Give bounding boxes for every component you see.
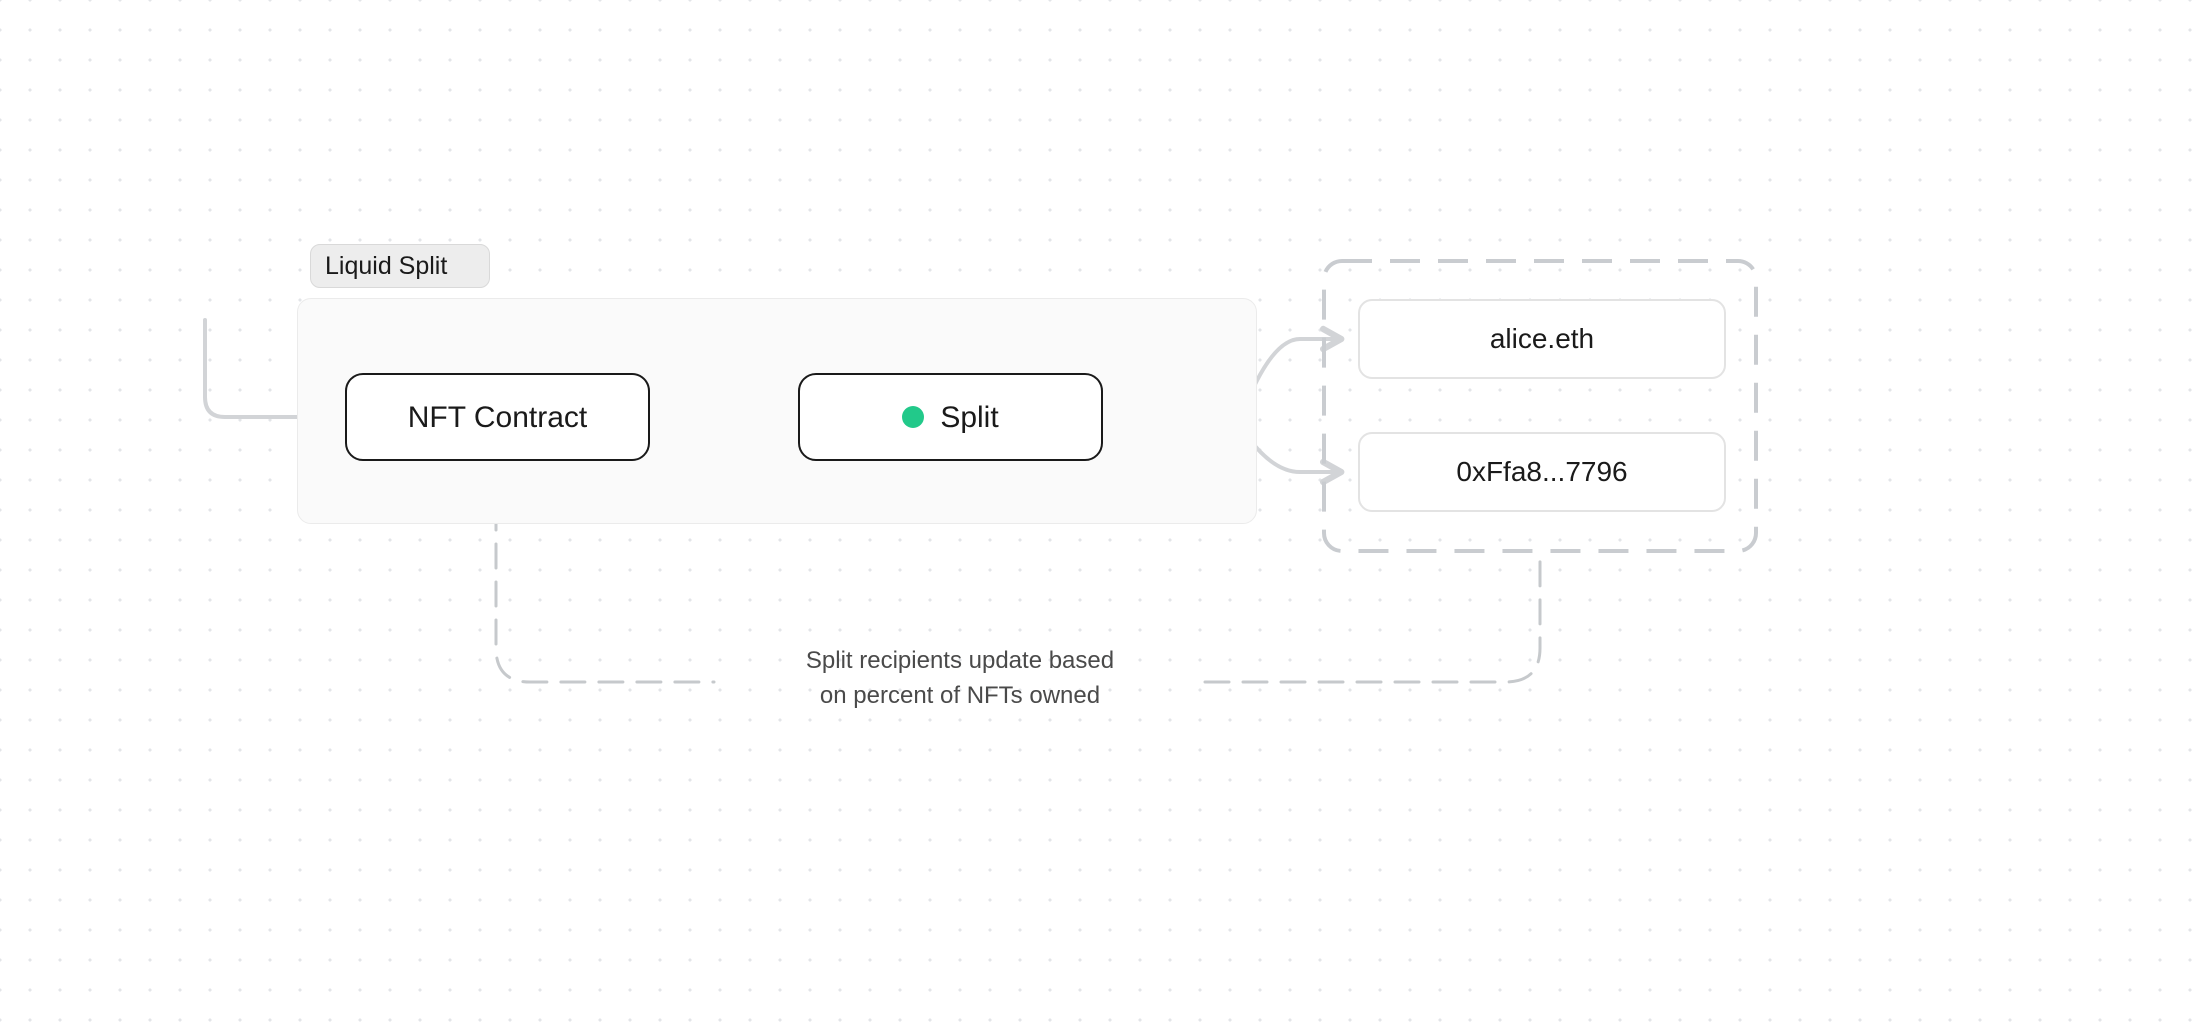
caption-line-1: Split recipients update based — [806, 647, 1114, 674]
split-node: Split — [798, 373, 1103, 461]
recipient-node: alice.eth — [1358, 299, 1726, 379]
recipient-node: 0xFfa8...7796 — [1358, 432, 1726, 512]
liquid-split-tag: Liquid Split — [310, 244, 490, 288]
node-label: Split — [940, 401, 998, 434]
tag-label: Liquid Split — [325, 252, 447, 280]
recipient-label: 0xFfa8...7796 — [1456, 457, 1627, 488]
diagram-canvas: Liquid Split NFT Contract Split alice.et… — [0, 0, 2198, 1022]
nft-contract-node: NFT Contract — [345, 373, 650, 461]
node-label: NFT Contract — [408, 401, 588, 434]
recipient-label: alice.eth — [1490, 324, 1594, 355]
status-dot-icon — [902, 406, 924, 428]
feedback-caption: Split recipients update based on percent… — [730, 644, 1190, 714]
caption-line-2: on percent of NFTs owned — [820, 682, 1100, 709]
